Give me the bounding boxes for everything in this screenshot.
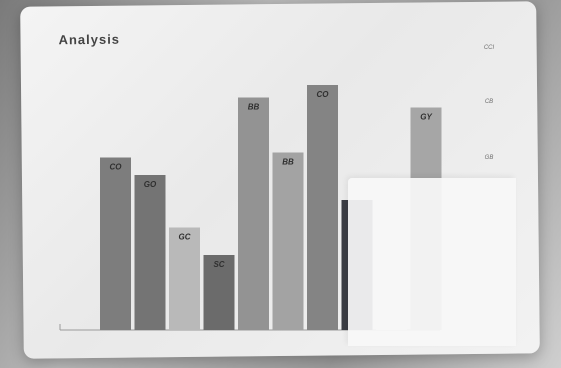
right-label-1: CCI bbox=[484, 45, 495, 51]
bar-7 bbox=[307, 85, 338, 330]
bar-4 bbox=[203, 255, 235, 330]
right-label-2: CB bbox=[485, 99, 493, 105]
bar-label-5: BB bbox=[248, 103, 260, 112]
bar-label-1: CO bbox=[110, 163, 123, 172]
bar-3 bbox=[169, 227, 200, 330]
bar-label-6: BB bbox=[282, 158, 294, 167]
bar-1 bbox=[100, 157, 131, 330]
bar-2 bbox=[134, 175, 166, 330]
overlay-panel bbox=[348, 178, 516, 346]
right-label-3: GB bbox=[485, 155, 494, 161]
bar-label-7: CO bbox=[317, 90, 330, 99]
bar-label-4: SC bbox=[213, 260, 224, 269]
bar-5 bbox=[238, 97, 269, 330]
bar-label-3: GC bbox=[179, 233, 191, 242]
bar-label-10: GY bbox=[420, 113, 432, 122]
bar-label-2: GO bbox=[144, 180, 157, 189]
bar-6 bbox=[272, 152, 304, 330]
